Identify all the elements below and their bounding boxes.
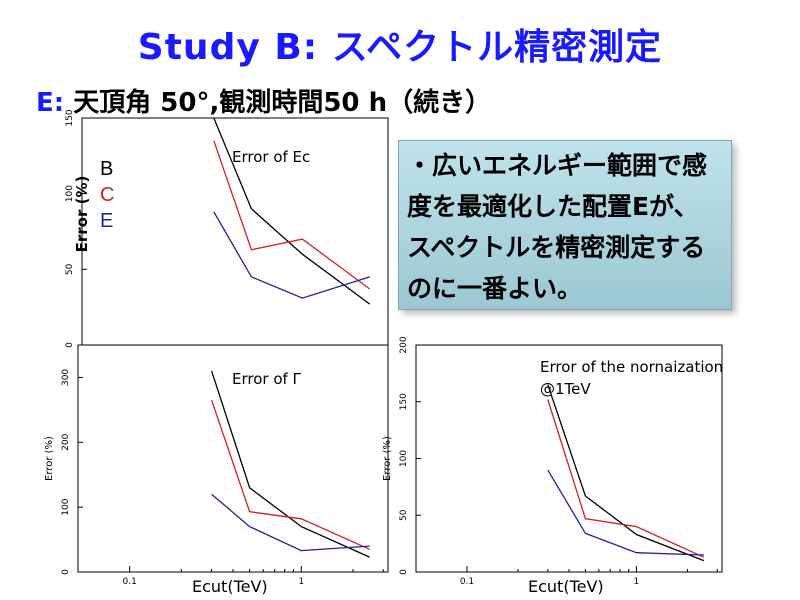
x-axis-label-left: Ecut(TeV) [192,577,268,596]
y-axis-label-2: Error (%) [382,436,393,481]
subtitle-lead: E: [36,88,65,118]
x-tick-label-1-1: 1 [298,577,304,587]
x-tick-label-2-0: 0.1 [460,577,474,587]
y-tick-label-1-3: 300 [61,369,71,386]
y-axis-label-1: Error (%) [44,436,55,481]
y-tick-label-2-0: 0 [399,569,409,575]
series-line-e-1 [211,493,370,552]
y-tick-label-2-3: 150 [399,393,409,410]
legend-e: E [100,210,114,232]
slide-subtitle: E: 天頂角 50°,観測時間50 h（続き） [36,82,491,119]
x-tick-label-1-0: 0.1 [123,577,137,587]
y-tick-label-1-2: 200 [61,433,71,450]
legend-b: B [100,158,114,180]
series-line-b-0 [213,117,371,305]
series-line-c-2 [547,399,705,558]
legend: B C E [100,156,114,234]
legend-c: C [100,184,115,206]
y-tick-label-0-0: 0 [65,342,75,348]
slide-title: Study B: スペクトル精密測定 [137,27,663,68]
x-axis-label-right: Ecut(TeV) [528,577,604,596]
x-tick-label-2-1: 1 [634,577,640,587]
y-tick-label-0-2: 100 [65,185,75,202]
chart-gamma-title: Error of Γ [232,370,301,388]
series-line-e-2 [547,469,704,556]
series-line-e-0 [213,211,370,299]
series-line-b-1 [210,370,370,558]
y-tick-label-0-1: 50 [65,263,75,275]
chart-norm-title: Error of the nornaization @1TeV [540,358,724,398]
note-box: ・広いエネルギー範囲で感度を最適化した配置Eが、スペクトルを精密測定するのに一番… [398,140,732,310]
y-tick-label-2-1: 50 [399,509,409,521]
y-tick-label-1-1: 100 [61,498,71,515]
y-tick-label-2-4: 200 [399,336,409,353]
series-line-c-0 [213,140,371,290]
chart-ec-title: Error of Ec [232,148,311,166]
y-tick-label-2-2: 100 [399,450,409,467]
subtitle-text: 天頂角 50°,観測時間50 h（続き） [64,88,492,118]
series-line-b-2 [547,384,705,562]
y-tick-label-0-3: 150 [65,109,75,126]
y-tick-label-1-0: 0 [61,569,71,575]
series-line-c-1 [210,399,370,550]
